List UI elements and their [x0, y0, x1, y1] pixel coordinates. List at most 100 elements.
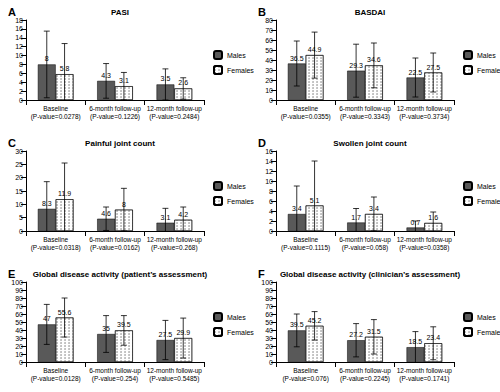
svg-text:(P-value=0.2484): (P-value=0.2484)	[149, 113, 199, 121]
svg-text:(P-value=0.0358): (P-value=0.0358)	[399, 244, 449, 252]
svg-text:15: 15	[15, 188, 23, 195]
svg-text:PASI: PASI	[111, 8, 129, 17]
svg-text:Males: Males	[227, 314, 246, 321]
svg-text:12: 12	[265, 168, 273, 175]
svg-text:14: 14	[265, 158, 273, 165]
svg-text:Painful joint count: Painful joint count	[85, 139, 155, 148]
svg-text:F: F	[258, 268, 265, 280]
svg-text:Baseline: Baseline	[293, 105, 318, 112]
svg-text:10: 10	[265, 178, 273, 185]
svg-text:Males: Males	[227, 52, 246, 59]
svg-text:(P-value=0.5485): (P-value=0.5485)	[149, 375, 199, 383]
svg-text:8: 8	[19, 61, 23, 68]
svg-text:(P-value=0.0128): (P-value=0.0128)	[31, 375, 81, 383]
svg-text:5: 5	[19, 214, 23, 221]
svg-text:Females: Females	[477, 198, 500, 205]
svg-text:100: 100	[261, 279, 273, 286]
svg-text:Baseline: Baseline	[293, 367, 318, 374]
svg-text:(P-value=0.076): (P-value=0.076)	[282, 375, 328, 383]
svg-text:30: 30	[265, 335, 273, 342]
svg-text:Males: Males	[477, 52, 496, 59]
svg-text:0: 0	[269, 97, 273, 104]
svg-text:B: B	[258, 6, 266, 18]
svg-text:(P-value=0.268): (P-value=0.268)	[151, 244, 197, 252]
svg-text:Swollen joint count: Swollen joint count	[333, 139, 407, 148]
svg-text:10: 10	[15, 351, 23, 358]
svg-text:12: 12	[15, 43, 23, 50]
svg-text:(P-value=0.0355): (P-value=0.0355)	[281, 113, 331, 121]
svg-text:70: 70	[15, 303, 23, 310]
svg-text:Males: Males	[477, 314, 496, 321]
svg-text:30: 30	[265, 67, 273, 74]
svg-text:30: 30	[15, 148, 23, 155]
svg-text:80: 80	[265, 295, 273, 302]
svg-text:6-month follow-up: 6-month follow-up	[339, 236, 391, 244]
svg-text:50: 50	[15, 319, 23, 326]
svg-text:10: 10	[15, 52, 23, 59]
svg-text:6-month follow-up: 6-month follow-up	[89, 236, 141, 244]
svg-text:10: 10	[15, 201, 23, 208]
svg-text:20: 20	[15, 174, 23, 181]
svg-text:Males: Males	[227, 183, 246, 190]
svg-text:16: 16	[265, 148, 273, 155]
svg-text:12-month follow-up: 12-month follow-up	[397, 367, 453, 375]
svg-text:(P-value=0.058): (P-value=0.058)	[342, 244, 388, 252]
svg-text:30: 30	[15, 335, 23, 342]
svg-text:0: 0	[19, 359, 23, 366]
svg-text:10: 10	[265, 87, 273, 94]
svg-text:60: 60	[265, 311, 273, 318]
svg-text:8: 8	[269, 188, 273, 195]
svg-text:(P-value=0.1226): (P-value=0.1226)	[90, 113, 140, 121]
svg-text:20: 20	[15, 343, 23, 350]
svg-text:12-month follow-up: 12-month follow-up	[147, 236, 203, 244]
svg-text:40: 40	[15, 327, 23, 334]
svg-text:(P-value=0.1115): (P-value=0.1115)	[281, 244, 330, 252]
svg-text:Females: Females	[227, 198, 254, 205]
svg-text:(P-value=0.2245): (P-value=0.2245)	[340, 375, 390, 383]
svg-text:0: 0	[19, 97, 23, 104]
svg-text:BASDAI: BASDAI	[355, 8, 386, 17]
svg-text:14: 14	[15, 34, 23, 41]
svg-text:60: 60	[265, 37, 273, 44]
svg-text:6-month follow-up: 6-month follow-up	[339, 367, 391, 375]
svg-text:50: 50	[265, 319, 273, 326]
svg-text:2: 2	[269, 218, 273, 225]
svg-text:70: 70	[265, 27, 273, 34]
svg-text:(P-value=0.0278): (P-value=0.0278)	[31, 113, 81, 121]
svg-text:(P-value=0.254): (P-value=0.254)	[92, 375, 138, 383]
svg-text:A: A	[8, 6, 16, 18]
svg-text:20: 20	[265, 343, 273, 350]
svg-text:(P-value=0.1741): (P-value=0.1741)	[399, 375, 449, 383]
svg-text:Baseline: Baseline	[43, 105, 68, 112]
svg-text:0: 0	[269, 228, 273, 235]
svg-text:Females: Females	[477, 329, 500, 336]
svg-text:E: E	[8, 268, 15, 280]
svg-text:12-month follow-up: 12-month follow-up	[147, 105, 203, 113]
svg-text:Females: Females	[227, 67, 254, 74]
svg-text:6: 6	[19, 70, 23, 77]
svg-text:4: 4	[269, 208, 273, 215]
svg-text:100: 100	[11, 279, 23, 286]
svg-text:(P-value=0.0318): (P-value=0.0318)	[31, 244, 81, 252]
svg-text:40: 40	[265, 327, 273, 334]
svg-text:D: D	[258, 137, 266, 149]
svg-text:Males: Males	[477, 183, 496, 190]
svg-text:(P-value=0.0162): (P-value=0.0162)	[90, 244, 140, 252]
svg-text:12-month follow-up: 12-month follow-up	[397, 105, 453, 113]
svg-text:Baseline: Baseline	[43, 236, 68, 243]
svg-text:4: 4	[19, 79, 23, 86]
svg-text:6-month follow-up: 6-month follow-up	[89, 105, 141, 113]
svg-text:50: 50	[265, 47, 273, 54]
svg-text:25: 25	[15, 161, 23, 168]
svg-text:70: 70	[265, 303, 273, 310]
svg-text:40: 40	[265, 57, 273, 64]
svg-text:0: 0	[269, 359, 273, 366]
svg-text:90: 90	[15, 287, 23, 294]
svg-text:Global disease activity (clini: Global disease activity (clinician’s ass…	[280, 270, 461, 279]
svg-text:12-month follow-up: 12-month follow-up	[397, 236, 453, 244]
svg-text:(P-value=0.3343): (P-value=0.3343)	[340, 113, 390, 121]
svg-text:90: 90	[265, 287, 273, 294]
svg-text:80: 80	[265, 17, 273, 24]
svg-text:60: 60	[15, 311, 23, 318]
svg-text:12-month follow-up: 12-month follow-up	[147, 367, 203, 375]
